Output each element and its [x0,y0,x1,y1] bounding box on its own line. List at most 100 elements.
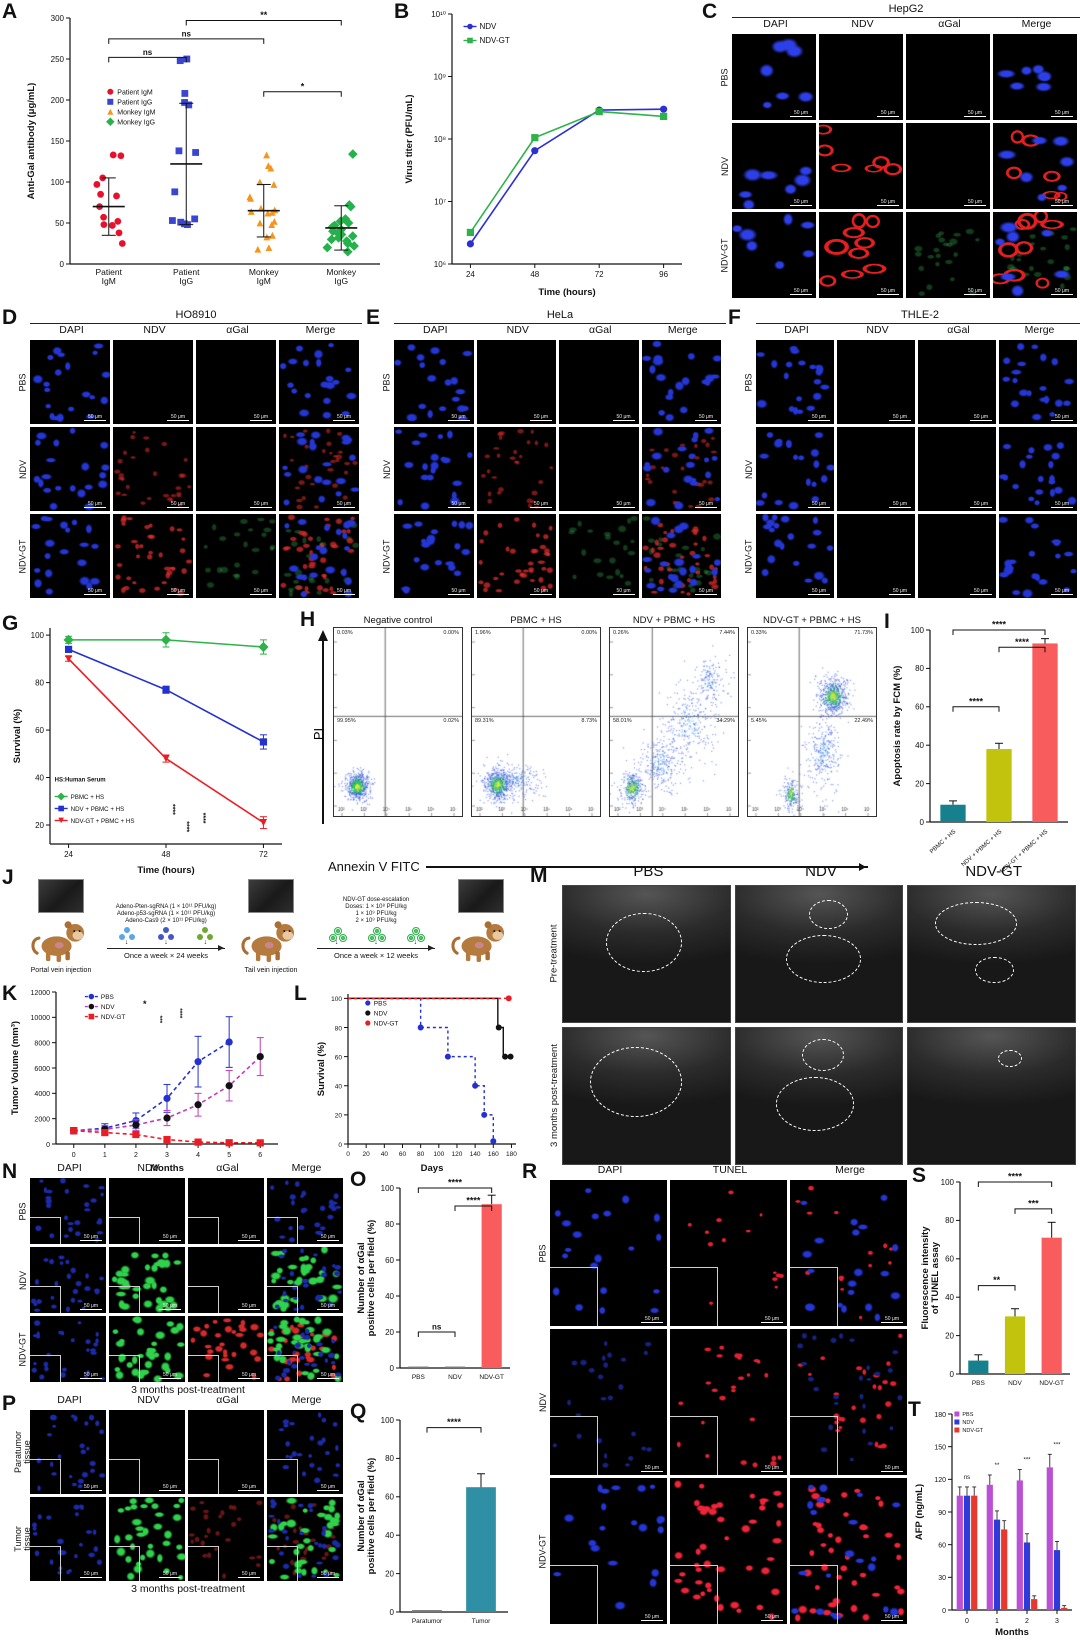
ultrasound-thumbnail [38,879,84,913]
flow-plot: Negative control 0.03% 0.00% 99.95% 0.02% [332,614,464,854]
svg-text:48: 48 [162,850,171,859]
inset-box [670,1266,718,1326]
svg-text:Paratumor: Paratumor [412,1618,443,1625]
chart-svg: 0 30 60 90 120 150 180 AFP (ng/mL) Months 0 1 2 3 ns *… [914,1411,1072,1638]
scale-bar: 50 μm [790,110,812,117]
svg-text:5: 5 [227,1152,231,1159]
panel-label-O: O [350,1168,367,1191]
scale-bar: 50 μm [530,501,552,508]
svg-text:72: 72 [595,270,604,279]
micro-cell: 50 μm [279,427,359,511]
scale-bar: 50 μm [877,199,899,206]
flow-x-axis: Annexin V FITC [328,859,868,874]
micro-cell: 50 μm [559,427,639,511]
svg-text:Apoptosis rate by FCM (%): Apoptosis rate by FCM (%) [892,666,903,787]
svg-text:****: **** [176,1008,183,1019]
panel-E: E HeLa DAPI NDV αGal Merge PBS 50 μm 50 μm 50 μm… [364,306,726,598]
timeline-stage-tumor: Tail vein injection [228,879,314,974]
svg-text:100: 100 [433,1151,444,1158]
svg-text:60: 60 [938,1542,946,1549]
micro-cell: 50 μm [30,340,110,424]
scale-bar: 50 μm [889,414,911,421]
scale-bar: 50 μm [84,588,106,595]
svg-text:****: **** [466,1196,481,1206]
flow-canvas [472,628,600,816]
panel-H: H PI Negative control 0.03% 0.00% 99.95% 0.02… [298,604,882,880]
chart-svg: 0 20 40 60 80 100 Number of αGal positive cells… [356,1178,510,1381]
micro-cell: 50 μm [906,34,990,120]
ultrasound-thumbnail [458,879,504,913]
svg-text:Survival (%): Survival (%) [316,1042,327,1096]
panel-K: K 0 2000 4000 6000 8000 10000 12000 Tumor Volum… [0,980,292,1178]
micro-cell: 50 μm [279,340,359,424]
row-label: PBS [17,1201,28,1221]
micro-row: NDV-GT 50 μm 50 μm 50 μm [536,1478,910,1624]
quadrant-percentage: 0.03% [337,630,353,636]
scale-bar: 50 μm [964,110,986,117]
flow-plot: NDV + PBMC + HS 0.26% 7.44% 58.01% 34.29% [608,614,740,854]
chart-svg: 0 20 40 60 80 100 Survival (%) Days 0 20 40 60 80 100… [316,994,517,1174]
micro-cell: 50 μm [550,1180,667,1326]
micro-row: PBS 50 μm 50 μm 50 μm 50 μm [16,340,362,424]
panel-M: M PBS NDV NDV-GT Pre-treatment 3 months post… [528,860,1080,1165]
svg-text:1: 1 [103,1152,107,1159]
panel-D: D HO8910 DAPI NDV αGal Merge PBS 50 μm 50 μm 50 … [0,306,362,598]
chart-afp-level: 0 30 60 90 120 150 180 AFP (ng/mL) Months 0 1 2 3 ns *… [912,1402,1078,1638]
panel-C: C HepG2 DAPI NDV αGal Merge PBS 50 μm 50 μm 50 μ… [700,0,1080,302]
scale-bar: 50 μm [641,1316,663,1323]
chart-anti-gal-antibody: 0 50 100 150 200 250 300 Anti-Gal antibody (μg/… [24,4,386,298]
svg-text:60: 60 [915,703,924,712]
scale-bar: 50 μm [159,1372,181,1379]
panel-caption: 3 months post-treatment [131,1583,245,1595]
monkey-icon-slot [450,914,512,969]
svg-text:100: 100 [51,178,65,187]
micro-cell: 50 μm [993,212,1077,298]
svg-text:40: 40 [381,1151,389,1158]
scale-bar: 50 μm [167,588,189,595]
svg-text:Fluorescence intensity: Fluorescence intensity [920,1226,931,1330]
row-label: NDV-GT [537,1533,548,1569]
svg-text:**: ** [260,10,268,20]
svg-text:***: *** [1028,1198,1039,1208]
ndvgt-dose3-label: 2 × 10⁹ PFU/kg [355,918,397,924]
scale-bar: 50 μm [970,501,992,508]
micro-cell: 50 μm [732,212,816,298]
ultrasound-group-header: PBS [633,863,664,880]
svg-text:Monkey: Monkey [249,267,280,277]
svg-text:****: **** [992,620,1007,630]
micro-cell: 50 μm [267,1178,343,1244]
micro-cell: 50 μm [918,514,996,598]
panel-label-N: N [2,1160,18,1183]
quadrant-percentage: 99.95% [337,718,356,725]
micro-cell: 50 μm [109,1316,185,1382]
micro-cell: 50 μm [837,340,915,424]
inset-box [790,1415,838,1475]
scale-bar: 50 μm [889,588,911,595]
chart-svg: 0 50 100 150 200 250 300 Anti-Gal antibody (μg/… [26,10,380,286]
svg-text:100: 100 [381,1184,395,1193]
micro-cell: 50 μm [641,514,721,598]
scale-bar: 50 μm [447,501,470,508]
svg-text:3: 3 [1055,1618,1059,1625]
scale-bar: 50 μm [333,414,355,421]
scale-bar: 50 μm [1051,199,1073,206]
quadrant-percentage: 1.96% [475,630,491,636]
svg-text:2000: 2000 [34,1116,50,1123]
inset-box [790,1564,838,1624]
micro-cell: 50 μm [188,1316,264,1382]
svg-text:2: 2 [134,1152,138,1159]
micro-cell: 50 μm [550,1329,667,1475]
svg-text:20: 20 [35,821,44,830]
svg-text:180: 180 [934,1412,946,1419]
svg-text:12000: 12000 [31,990,51,997]
svg-text:0: 0 [942,1608,946,1615]
micro-grid-tunel: DAPI TUNEL Merge PBS 50 μm 50 μm 50 μm NDV 50 μm… [536,1164,910,1624]
micro-cell: 50 μm [109,1410,185,1494]
adeno-pten-label: Adeno-Pten-sgRNA (1 × 10¹¹ PFU/kg) [115,904,217,910]
row-label: PBS [743,372,754,392]
svg-text:60: 60 [335,1054,343,1061]
micro-cell: 50 μm [188,1410,264,1494]
svg-text:NDV: NDV [1008,1380,1022,1387]
scale-bar: 50 μm [317,1571,339,1578]
svg-text:Patient: Patient [173,267,200,277]
